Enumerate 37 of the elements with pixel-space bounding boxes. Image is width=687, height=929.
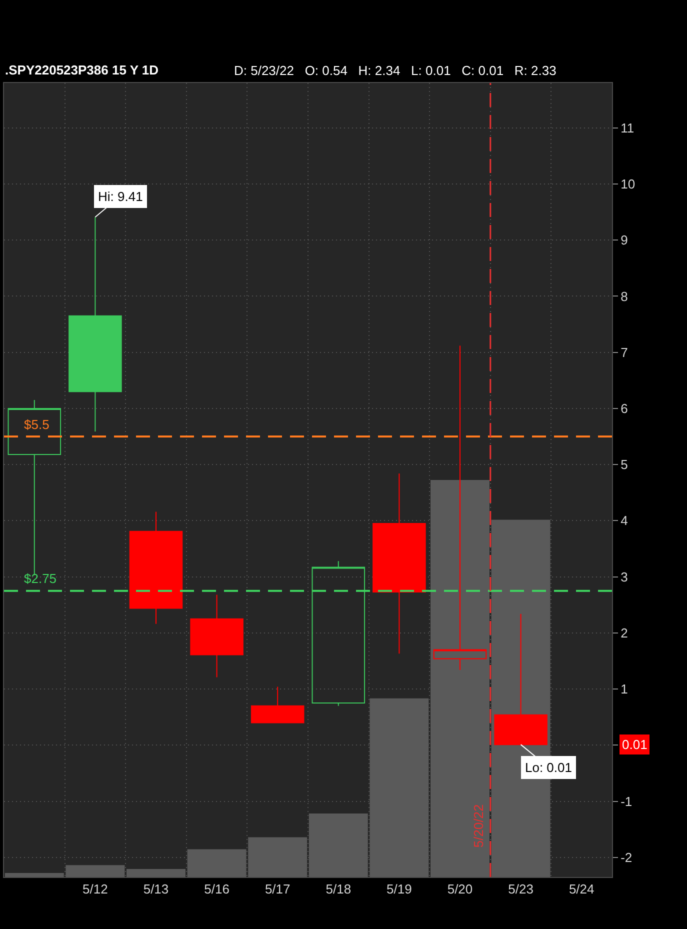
ref-line-label: $5.5 xyxy=(24,417,50,432)
y-tick-label: -2 xyxy=(620,850,632,865)
y-tick-label: 10 xyxy=(620,176,636,192)
y-tick-label: 11 xyxy=(620,120,634,136)
y-tick-label: 7 xyxy=(620,344,628,360)
y-tick-label: 3 xyxy=(620,569,628,584)
y-tick-label: 8 xyxy=(620,288,628,304)
y-tick-label: 2 xyxy=(620,625,628,640)
y-tick-label: -1 xyxy=(620,794,632,809)
ref-line-label: $2.75 xyxy=(24,571,57,586)
y-tick-label: 5 xyxy=(620,457,628,472)
candlestick xyxy=(433,345,487,670)
y-tick-label: 6 xyxy=(620,401,628,416)
chart-subtitle: D: 5/23/22 O: 0.54 H: 2.34 L: 0.01 C: 0.01 R: 2.33 xyxy=(234,63,556,78)
x-tick-label: 5/18 xyxy=(326,882,352,897)
x-tick-label: 5/19 xyxy=(386,882,412,897)
text: 0.01 xyxy=(622,737,648,752)
candlestick xyxy=(129,511,183,624)
y-tick-label: 9 xyxy=(620,232,628,248)
candlestick xyxy=(68,216,122,432)
candlestick xyxy=(250,686,304,724)
candlestick xyxy=(190,594,244,678)
y-tick-label: 1 xyxy=(620,682,628,697)
x-tick-label: 5/12 xyxy=(82,882,108,897)
candlestick xyxy=(372,473,426,654)
x-tick-label: 5/17 xyxy=(264,882,290,897)
annotation: Hi: 9.41 xyxy=(98,189,143,204)
x-tick-label: 5/20 xyxy=(447,882,473,897)
ref-line-label: 5/20/22 xyxy=(471,804,486,848)
candlestick xyxy=(494,613,548,746)
x-tick-label: 5/24 xyxy=(568,882,594,897)
x-tick-label: 5/23 xyxy=(508,882,534,897)
x-tick-label: 5/16 xyxy=(204,882,230,897)
chart-title: .SPY220523P386 15 Y 1D xyxy=(5,62,158,78)
y-tick-label: 4 xyxy=(620,513,628,528)
annotation: Lo: 0.01 xyxy=(525,760,572,775)
x-tick-label: 5/13 xyxy=(143,882,169,897)
